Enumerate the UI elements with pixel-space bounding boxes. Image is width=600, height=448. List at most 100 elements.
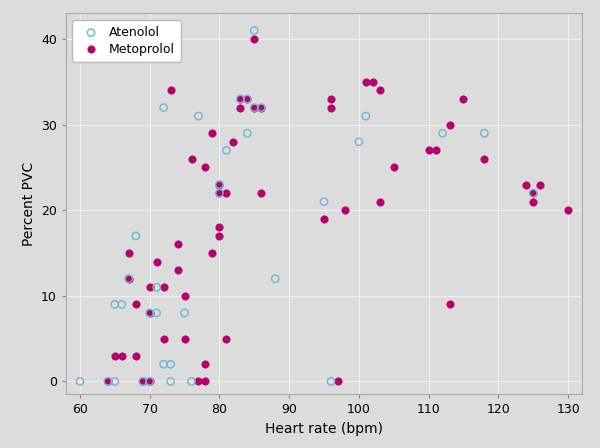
Atenolol	[194, 112, 203, 120]
Metoprolol	[445, 301, 454, 308]
Metoprolol	[250, 104, 259, 111]
Atenolol	[215, 181, 224, 188]
Atenolol	[256, 104, 266, 111]
Metoprolol	[138, 378, 148, 385]
Metoprolol	[236, 95, 245, 103]
Atenolol	[221, 147, 231, 154]
Metoprolol	[229, 138, 238, 146]
Atenolol	[152, 310, 161, 317]
Metoprolol	[187, 155, 196, 163]
Metoprolol	[215, 190, 224, 197]
Atenolol	[152, 284, 161, 291]
Metoprolol	[361, 78, 371, 86]
Atenolol	[166, 361, 175, 368]
Metoprolol	[166, 87, 175, 94]
Metoprolol	[173, 267, 182, 274]
Atenolol	[361, 112, 371, 120]
Metoprolol	[200, 378, 210, 385]
Metoprolol	[375, 198, 385, 205]
Atenolol	[438, 129, 448, 137]
X-axis label: Heart rate (bpm): Heart rate (bpm)	[265, 422, 383, 436]
Metoprolol	[242, 95, 252, 103]
Metoprolol	[208, 250, 217, 257]
Metoprolol	[326, 104, 336, 111]
Metoprolol	[131, 301, 140, 308]
Metoprolol	[250, 35, 259, 43]
Metoprolol	[221, 335, 231, 342]
Atenolol	[138, 378, 148, 385]
Atenolol	[215, 190, 224, 197]
Atenolol	[145, 310, 154, 317]
Metoprolol	[424, 147, 433, 154]
Metoprolol	[221, 190, 231, 197]
Metoprolol	[319, 215, 329, 222]
Metoprolol	[256, 104, 266, 111]
Metoprolol	[215, 224, 224, 231]
Metoprolol	[180, 335, 190, 342]
Metoprolol	[326, 95, 336, 103]
Atenolol	[271, 275, 280, 282]
Atenolol	[180, 310, 190, 317]
Metoprolol	[117, 352, 127, 359]
Atenolol	[159, 104, 169, 111]
Metoprolol	[368, 78, 377, 86]
Legend: Atenolol, Metoprolol: Atenolol, Metoprolol	[72, 20, 181, 62]
Atenolol	[145, 378, 154, 385]
Metoprolol	[340, 207, 350, 214]
Metoprolol	[110, 352, 119, 359]
Atenolol	[124, 275, 134, 282]
Metoprolol	[173, 241, 182, 248]
Metoprolol	[479, 155, 489, 163]
Atenolol	[250, 104, 259, 111]
Metoprolol	[431, 147, 440, 154]
Atenolol	[110, 301, 119, 308]
Atenolol	[159, 361, 169, 368]
Metoprolol	[208, 129, 217, 137]
Y-axis label: Percent PVC: Percent PVC	[22, 162, 35, 246]
Metoprolol	[159, 284, 169, 291]
Metoprolol	[521, 181, 531, 188]
Metoprolol	[145, 310, 154, 317]
Metoprolol	[333, 378, 343, 385]
Metoprolol	[124, 275, 134, 282]
Metoprolol	[124, 250, 134, 257]
Atenolol	[242, 129, 252, 137]
Metoprolol	[152, 258, 161, 265]
Atenolol	[250, 27, 259, 34]
Metoprolol	[145, 378, 154, 385]
Atenolol	[166, 378, 175, 385]
Atenolol	[110, 378, 119, 385]
Atenolol	[479, 129, 489, 137]
Atenolol	[242, 95, 252, 103]
Metoprolol	[131, 352, 140, 359]
Atenolol	[236, 95, 245, 103]
Atenolol	[187, 378, 196, 385]
Metoprolol	[563, 207, 573, 214]
Metoprolol	[389, 164, 398, 171]
Atenolol	[354, 138, 364, 146]
Atenolol	[103, 378, 113, 385]
Atenolol	[131, 233, 140, 240]
Metoprolol	[529, 190, 538, 197]
Metoprolol	[529, 198, 538, 205]
Metoprolol	[256, 190, 266, 197]
Atenolol	[319, 198, 329, 205]
Metoprolol	[200, 164, 210, 171]
Metoprolol	[215, 233, 224, 240]
Atenolol	[326, 378, 336, 385]
Metoprolol	[535, 181, 545, 188]
Metoprolol	[200, 361, 210, 368]
Metoprolol	[458, 95, 468, 103]
Metoprolol	[215, 181, 224, 188]
Metoprolol	[445, 121, 454, 128]
Metoprolol	[103, 378, 113, 385]
Atenolol	[117, 301, 127, 308]
Atenolol	[75, 378, 85, 385]
Metoprolol	[375, 87, 385, 94]
Metoprolol	[180, 292, 190, 299]
Metoprolol	[145, 284, 154, 291]
Metoprolol	[159, 335, 169, 342]
Metoprolol	[194, 378, 203, 385]
Metoprolol	[236, 104, 245, 111]
Atenolol	[529, 190, 538, 197]
